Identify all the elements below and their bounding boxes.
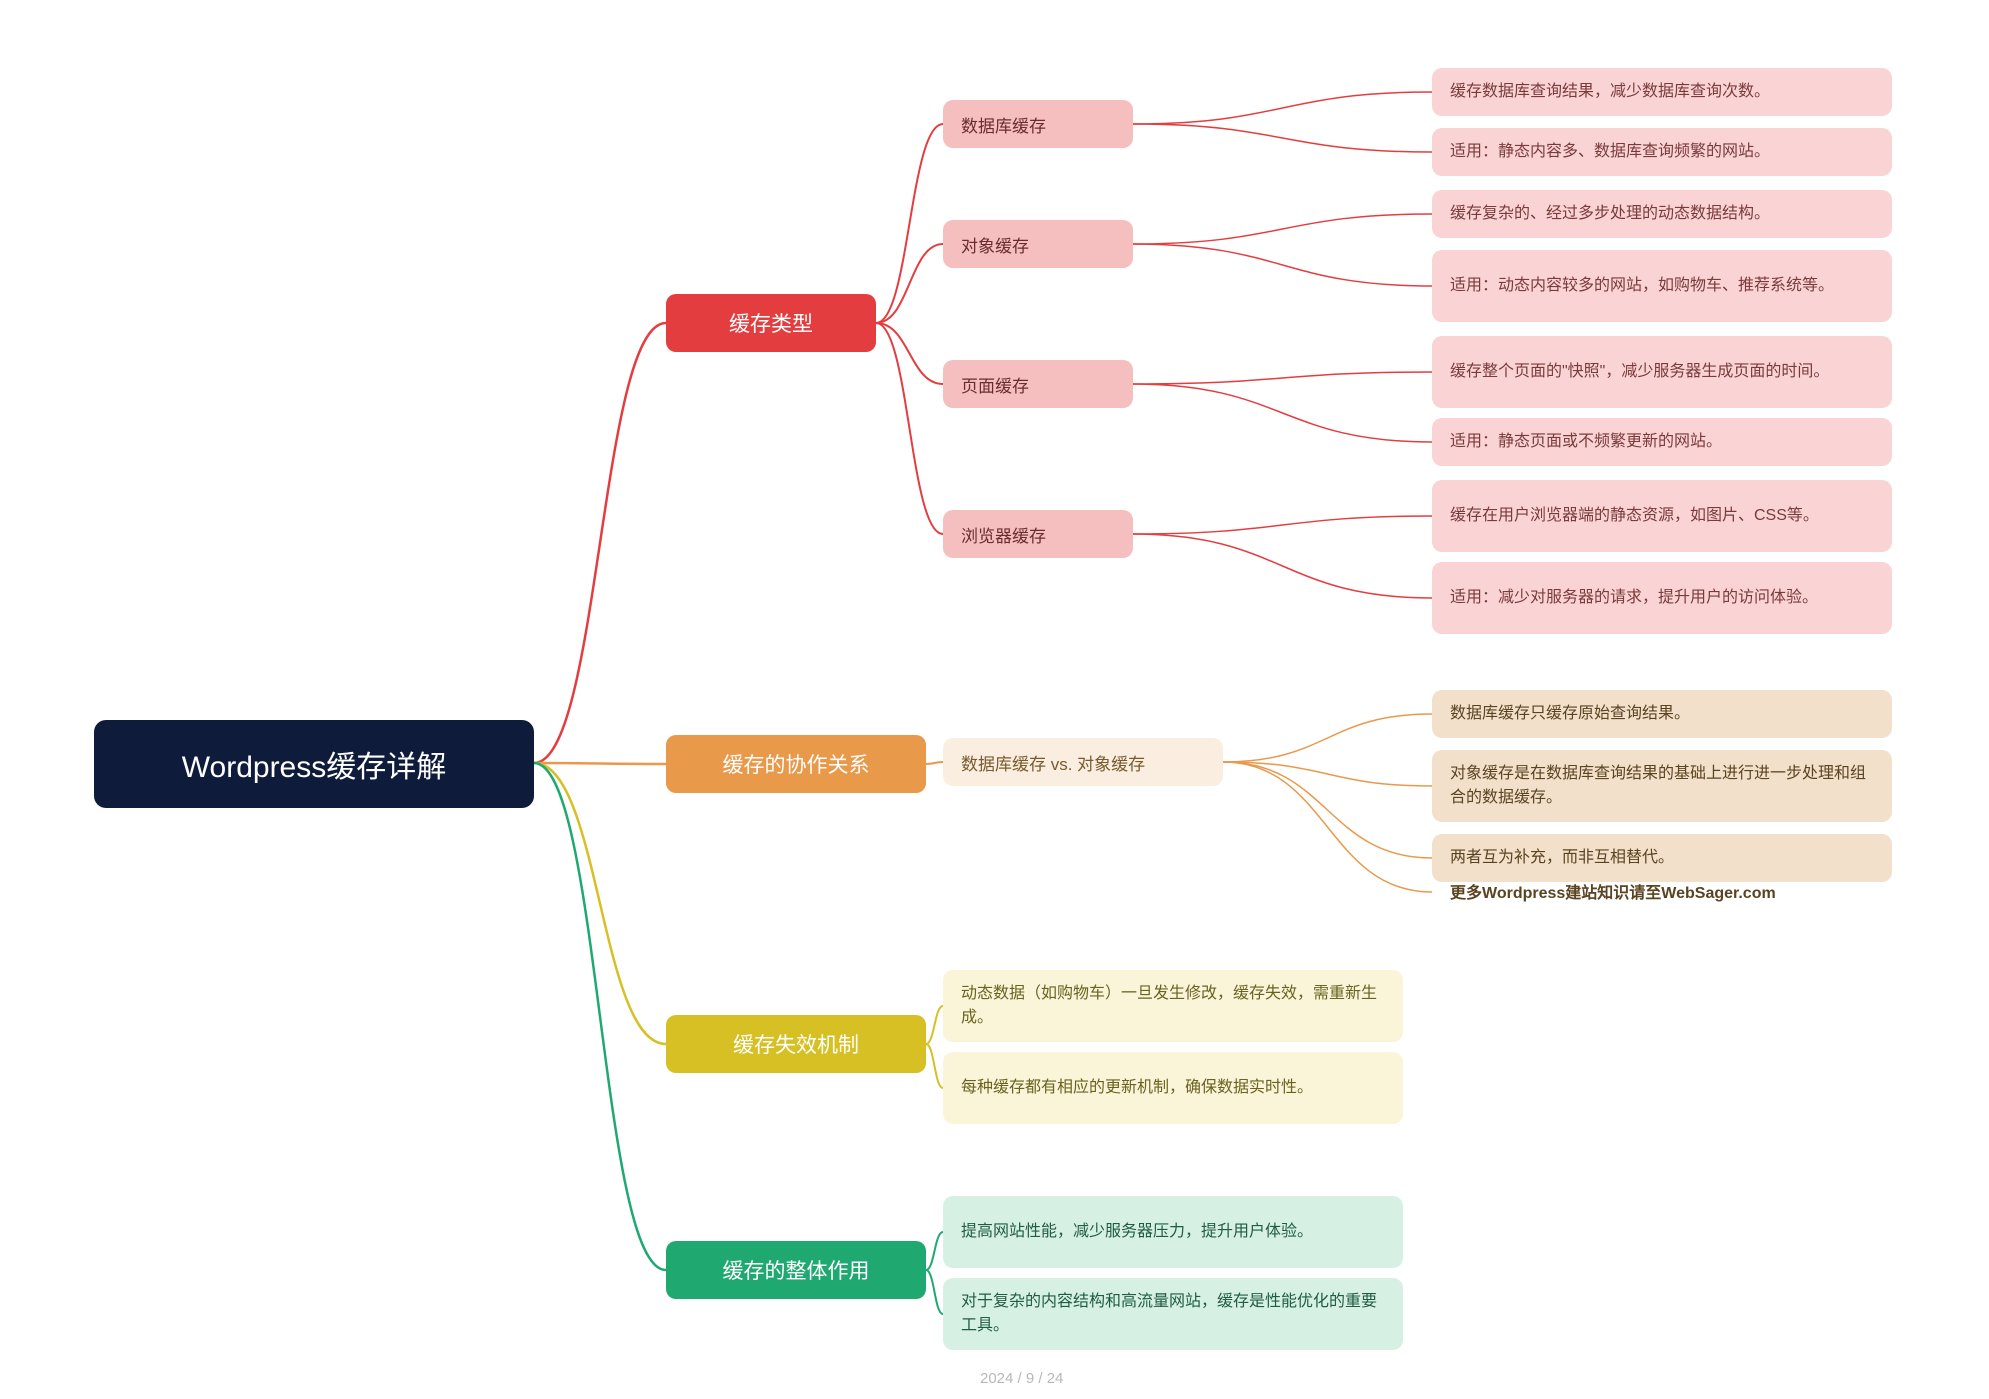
types-child-1: 对象缓存: [943, 220, 1133, 268]
branch-invalid: 缓存失效机制: [666, 1015, 926, 1073]
types-detail-1-1: 适用：动态内容较多的网站，如购物车、推荐系统等。: [1432, 250, 1892, 322]
types-child-0: 数据库缓存: [943, 100, 1133, 148]
invalid-detail-1: 每种缓存都有相应的更新机制，确保数据实时性。: [943, 1052, 1403, 1124]
types-detail-2-1: 适用：静态页面或不频繁更新的网站。: [1432, 418, 1892, 466]
collab-detail-1: 对象缓存是在数据库查询结果的基础上进行进一步处理和组合的数据缓存。: [1432, 750, 1892, 822]
types-child-2: 页面缓存: [943, 360, 1133, 408]
branch-overall: 缓存的整体作用: [666, 1241, 926, 1299]
collab-detail-3: 更多Wordpress建站知识请至WebSager.com: [1432, 872, 1892, 916]
invalid-detail-0: 动态数据（如购物车）一旦发生修改，缓存失效，需重新生成。: [943, 970, 1403, 1042]
collab-detail-0: 数据库缓存只缓存原始查询结果。: [1432, 690, 1892, 738]
root-node: Wordpress缓存详解: [94, 720, 534, 808]
date-label: 2024 / 9 / 24: [980, 1370, 1063, 1387]
types-child-3: 浏览器缓存: [943, 510, 1133, 558]
overall-detail-1: 对于复杂的内容结构和高流量网站，缓存是性能优化的重要工具。: [943, 1278, 1403, 1350]
types-detail-3-1: 适用：减少对服务器的请求，提升用户的访问体验。: [1432, 562, 1892, 634]
types-detail-0-0: 缓存数据库查询结果，减少数据库查询次数。: [1432, 68, 1892, 116]
branch-collab: 缓存的协作关系: [666, 735, 926, 793]
collab-child: 数据库缓存 vs. 对象缓存: [943, 738, 1223, 786]
overall-detail-0: 提高网站性能，减少服务器压力，提升用户体验。: [943, 1196, 1403, 1268]
types-detail-2-0: 缓存整个页面的"快照"，减少服务器生成页面的时间。: [1432, 336, 1892, 408]
branch-types: 缓存类型: [666, 294, 876, 352]
types-detail-0-1: 适用：静态内容多、数据库查询频繁的网站。: [1432, 128, 1892, 176]
types-detail-3-0: 缓存在用户浏览器端的静态资源，如图片、CSS等。: [1432, 480, 1892, 552]
types-detail-1-0: 缓存复杂的、经过多步处理的动态数据结构。: [1432, 190, 1892, 238]
